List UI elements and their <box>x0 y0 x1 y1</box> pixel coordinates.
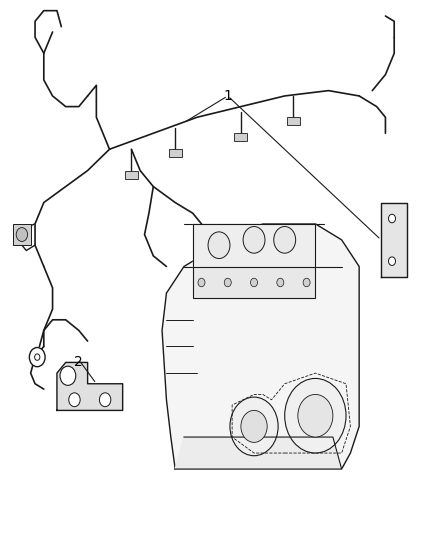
Polygon shape <box>162 224 359 469</box>
Circle shape <box>241 410 267 442</box>
Circle shape <box>16 228 28 241</box>
Circle shape <box>29 348 45 367</box>
Bar <box>169 149 182 157</box>
Circle shape <box>243 227 265 253</box>
Circle shape <box>224 278 231 287</box>
Circle shape <box>285 378 346 453</box>
Circle shape <box>60 366 76 385</box>
Circle shape <box>251 278 258 287</box>
Circle shape <box>298 394 333 437</box>
Circle shape <box>35 354 40 360</box>
Bar <box>13 224 31 245</box>
Bar <box>287 117 300 125</box>
Polygon shape <box>175 437 342 469</box>
Text: 2: 2 <box>74 356 83 369</box>
Circle shape <box>198 278 205 287</box>
Polygon shape <box>193 266 315 298</box>
Polygon shape <box>193 224 315 266</box>
Circle shape <box>274 227 296 253</box>
Polygon shape <box>381 203 407 277</box>
Polygon shape <box>57 362 123 410</box>
Circle shape <box>303 278 310 287</box>
Circle shape <box>99 393 111 407</box>
Circle shape <box>208 232 230 259</box>
Circle shape <box>230 397 278 456</box>
Circle shape <box>389 214 396 223</box>
Circle shape <box>277 278 284 287</box>
Text: 1: 1 <box>223 89 232 103</box>
Circle shape <box>389 257 396 265</box>
Bar <box>234 133 247 141</box>
Circle shape <box>69 393 80 407</box>
Bar <box>125 171 138 179</box>
